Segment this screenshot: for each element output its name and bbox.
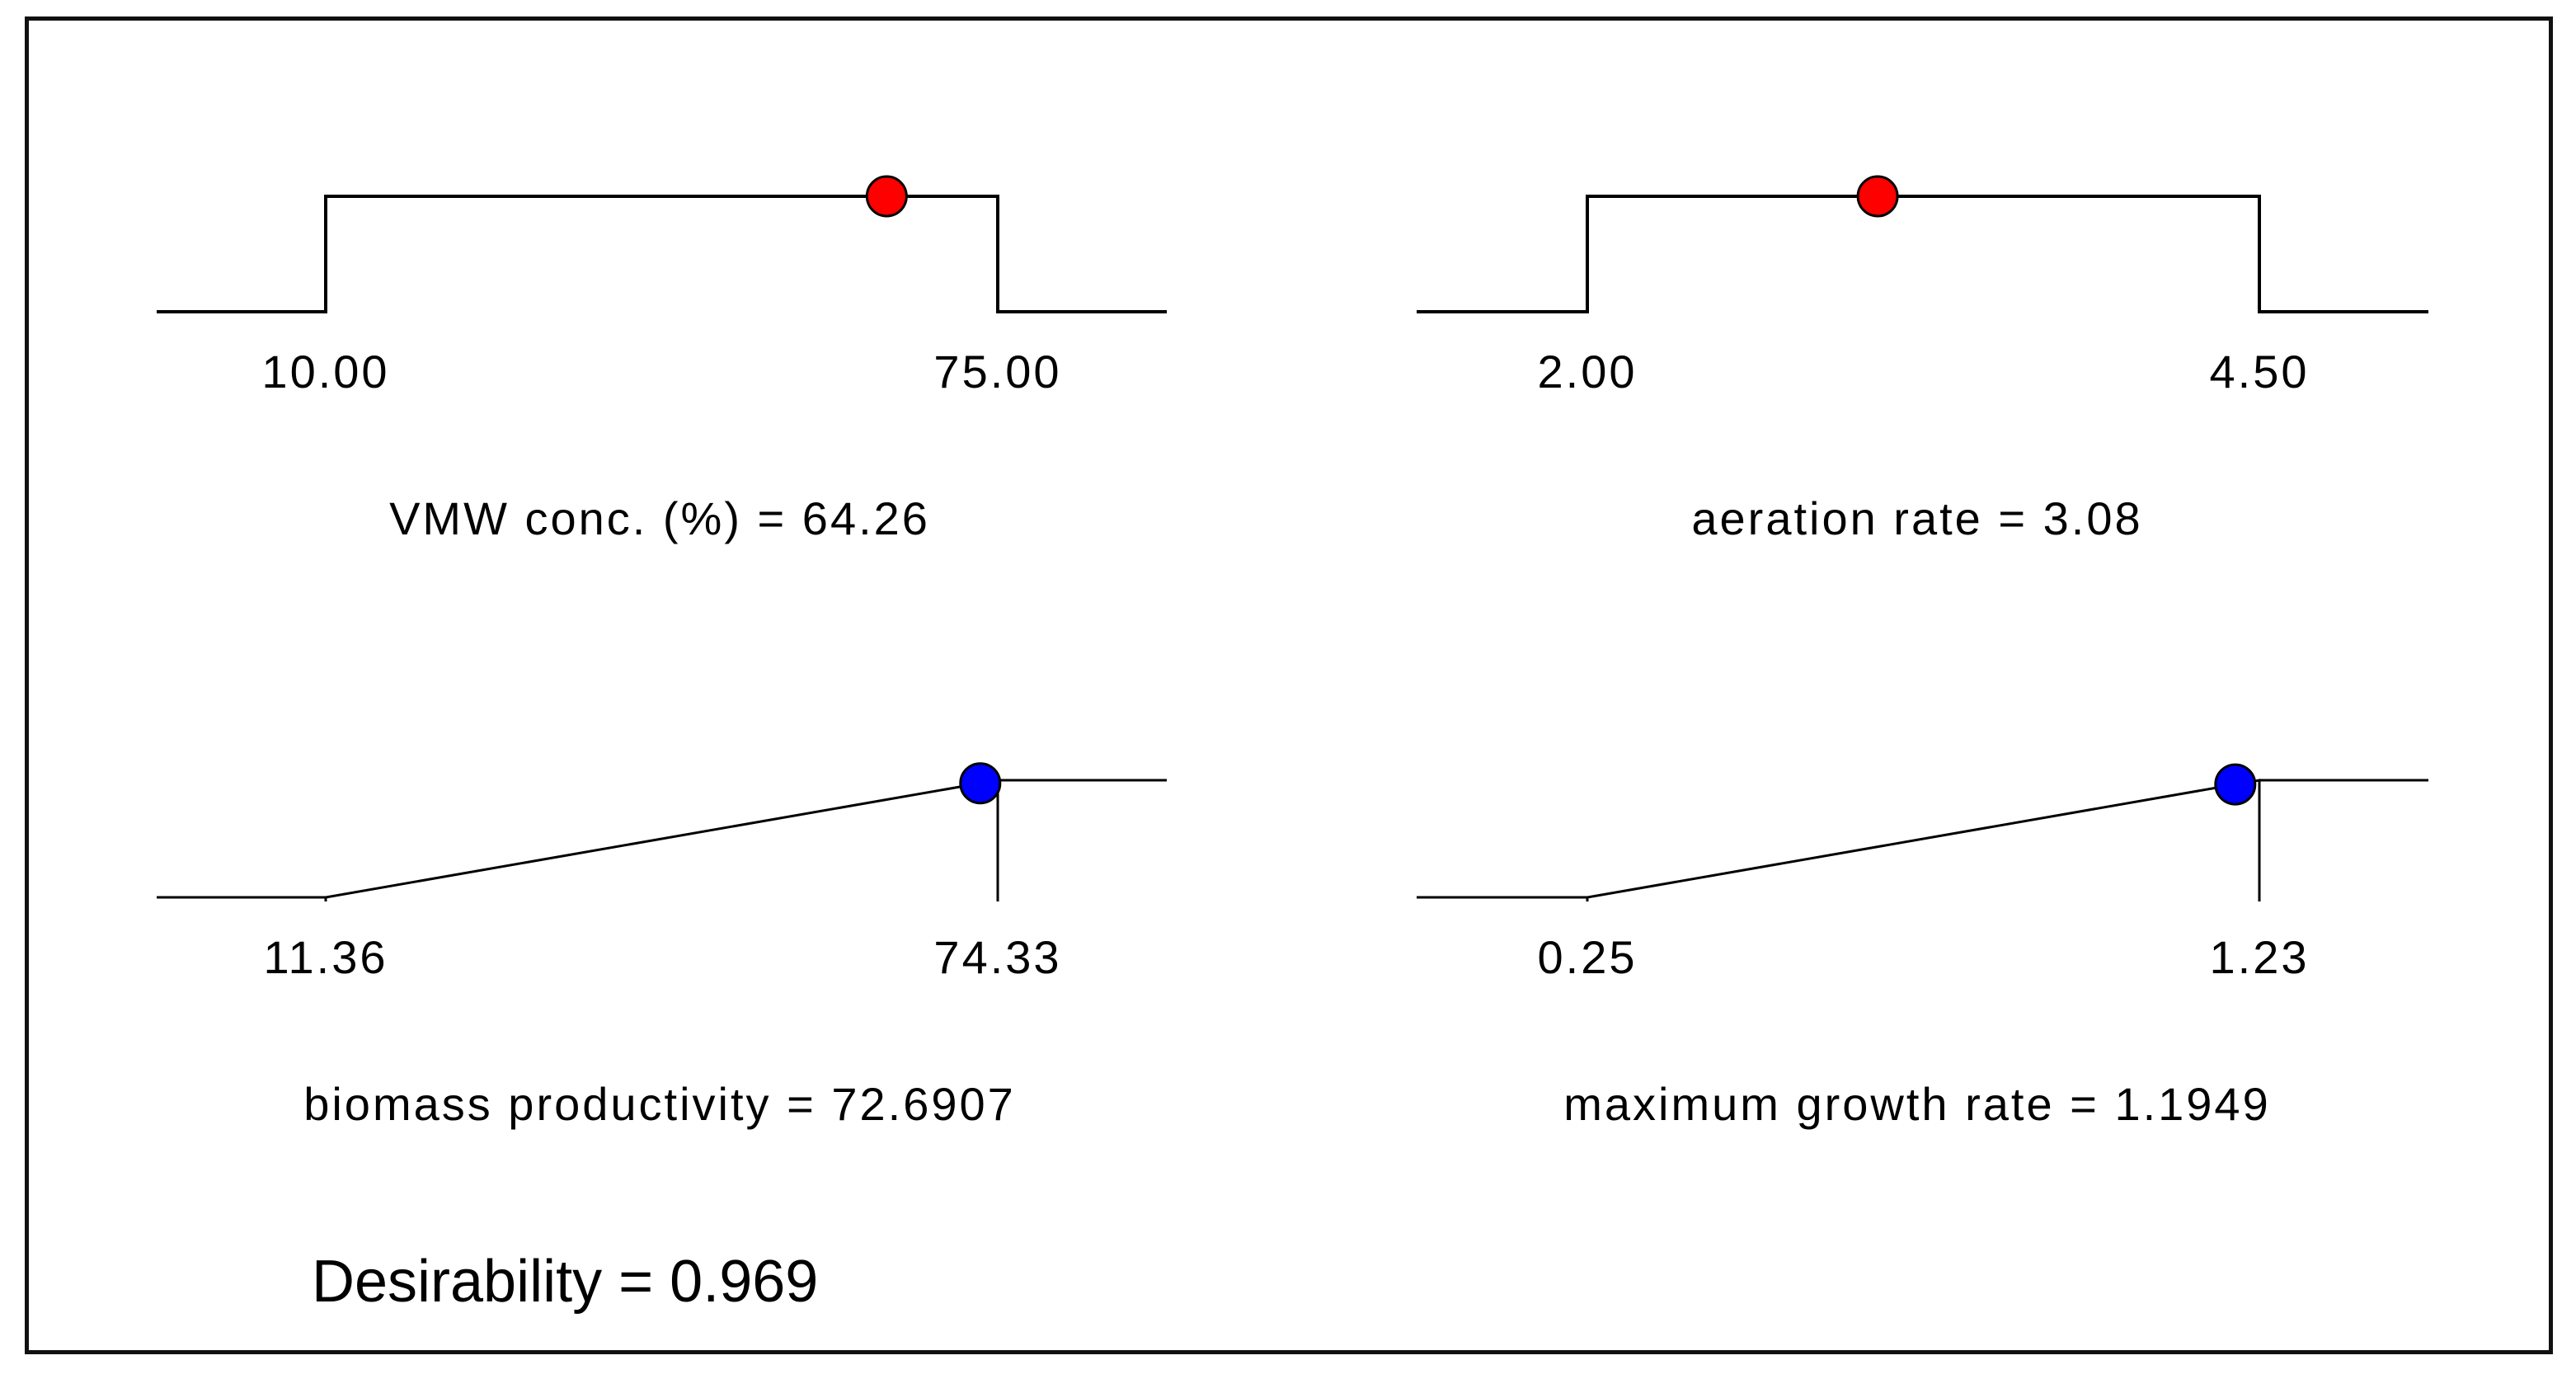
label-aeration-rate: aeration rate = 3.08 xyxy=(1691,492,2142,544)
marker-vmw-conc xyxy=(865,175,908,218)
chart-frame xyxy=(25,16,2553,1354)
tick-low-biomass-productivity: 11.36 xyxy=(264,931,388,983)
tick-high-vmw-conc: 75.00 xyxy=(933,346,1061,398)
ramp-panel-maximum-growth-rate: 0.25 1.23 maximum growth rate = 1.1949 xyxy=(1417,763,2428,1130)
marker-maximum-growth-rate xyxy=(2214,763,2257,806)
tick-low-vmw-conc: 10.00 xyxy=(261,346,389,398)
tick-high-aeration-rate: 4.50 xyxy=(2210,346,2310,398)
ramp-panel-biomass-productivity: 11.36 74.33 biomass productivity = 72.69… xyxy=(157,762,1167,1130)
ramp-line-aeration-rate xyxy=(1417,195,2428,313)
desirability-label: Desirability = 0.969 xyxy=(312,1249,818,1315)
label-vmw-conc: VMW conc. (%) = 64.26 xyxy=(389,492,930,544)
label-maximum-growth-rate: maximum growth rate = 1.1949 xyxy=(1563,1078,2270,1130)
ramp-line-vmw-conc xyxy=(157,195,1167,313)
marker-aeration-rate xyxy=(1856,175,1899,218)
ramp-line-maximum-growth-rate xyxy=(1417,779,2428,901)
tick-high-biomass-productivity: 74.33 xyxy=(933,931,1061,983)
tick-low-maximum-growth-rate: 0.25 xyxy=(1538,931,1638,983)
tick-low-aeration-rate: 2.00 xyxy=(1538,346,1638,398)
ramp-panel-vmw-conc: 10.00 75.00 VMW conc. (%) = 64.26 xyxy=(157,175,1167,544)
ramp-panel-aeration-rate: 2.00 4.50 aeration rate = 3.08 xyxy=(1417,175,2428,544)
label-biomass-productivity: biomass productivity = 72.6907 xyxy=(303,1078,1016,1130)
tick-high-maximum-growth-rate: 1.23 xyxy=(2210,931,2310,983)
ramp-line-biomass-productivity xyxy=(157,779,1167,901)
marker-biomass-productivity xyxy=(959,762,1002,805)
